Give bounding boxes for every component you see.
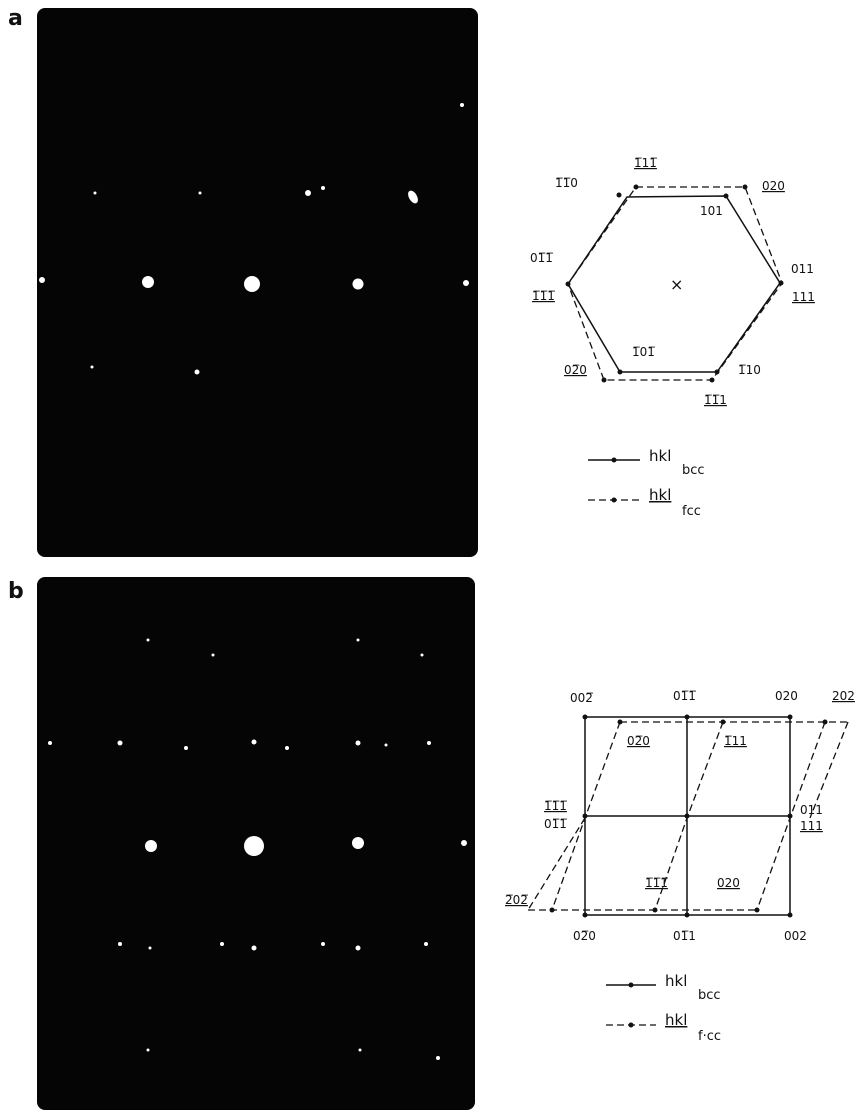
index: 1̅1̅0 <box>555 176 578 190</box>
index: 1̅11̅ <box>634 156 658 170</box>
legend-label: hkl <box>665 1011 687 1029</box>
index: 002̅ <box>570 691 594 705</box>
legend-label: hkl <box>649 447 671 465</box>
index: 011 <box>791 262 814 276</box>
index: 002 <box>784 929 807 943</box>
legend-label: hkl <box>665 972 687 990</box>
index: 02̅0 <box>573 929 596 943</box>
index: 011 <box>800 803 823 817</box>
legend-sub: f·cc <box>698 1029 721 1044</box>
index: 1̅1̅1̅ <box>532 289 556 303</box>
legend-sub: fcc <box>682 504 701 519</box>
panel-label: b <box>8 579 24 604</box>
index: 02̅0 <box>564 363 587 377</box>
index: 01̅1̅ <box>530 251 554 265</box>
panel-label: a <box>8 6 23 31</box>
index: 01̅1̅ <box>673 689 697 703</box>
legend-sub: bcc <box>698 988 721 1003</box>
figure: a 1̅1̅0 1̅11̅ 020 101 01̅1̅ 1̅1̅1̅ 011 1… <box>0 0 861 1114</box>
center-mark: × <box>670 275 683 294</box>
legend-label: hkl <box>649 486 671 504</box>
legend: hkl bcc hkl f·cc <box>606 972 721 1044</box>
index: 111 <box>792 290 815 304</box>
index: 101 <box>700 204 723 218</box>
index: 1̅1̅1 <box>704 393 727 407</box>
index: 01̅1̅ <box>544 817 568 831</box>
index: 111 <box>800 819 823 833</box>
index: 1̅1̅1̅ <box>645 876 669 890</box>
index-labels: 1̅1̅0 1̅11̅ 020 101 01̅1̅ 1̅1̅1̅ 011 111… <box>530 156 815 407</box>
index: 202 <box>832 689 855 703</box>
index: 1̅01̅ <box>632 345 656 359</box>
legend-sub: bcc <box>682 463 705 478</box>
index: 020 <box>775 689 798 703</box>
index: 1̅11 <box>724 734 747 748</box>
index: 02̅0 <box>627 734 650 748</box>
index: 1̅1̅1̅ <box>544 799 568 813</box>
index: 020 <box>762 179 785 193</box>
index: 2̅02̅ <box>505 893 529 907</box>
index: 01̅1 <box>673 929 696 943</box>
index: 020 <box>717 876 740 890</box>
index: 1̅10 <box>738 363 761 377</box>
legend: hkl bcc hkl fcc <box>588 447 705 519</box>
